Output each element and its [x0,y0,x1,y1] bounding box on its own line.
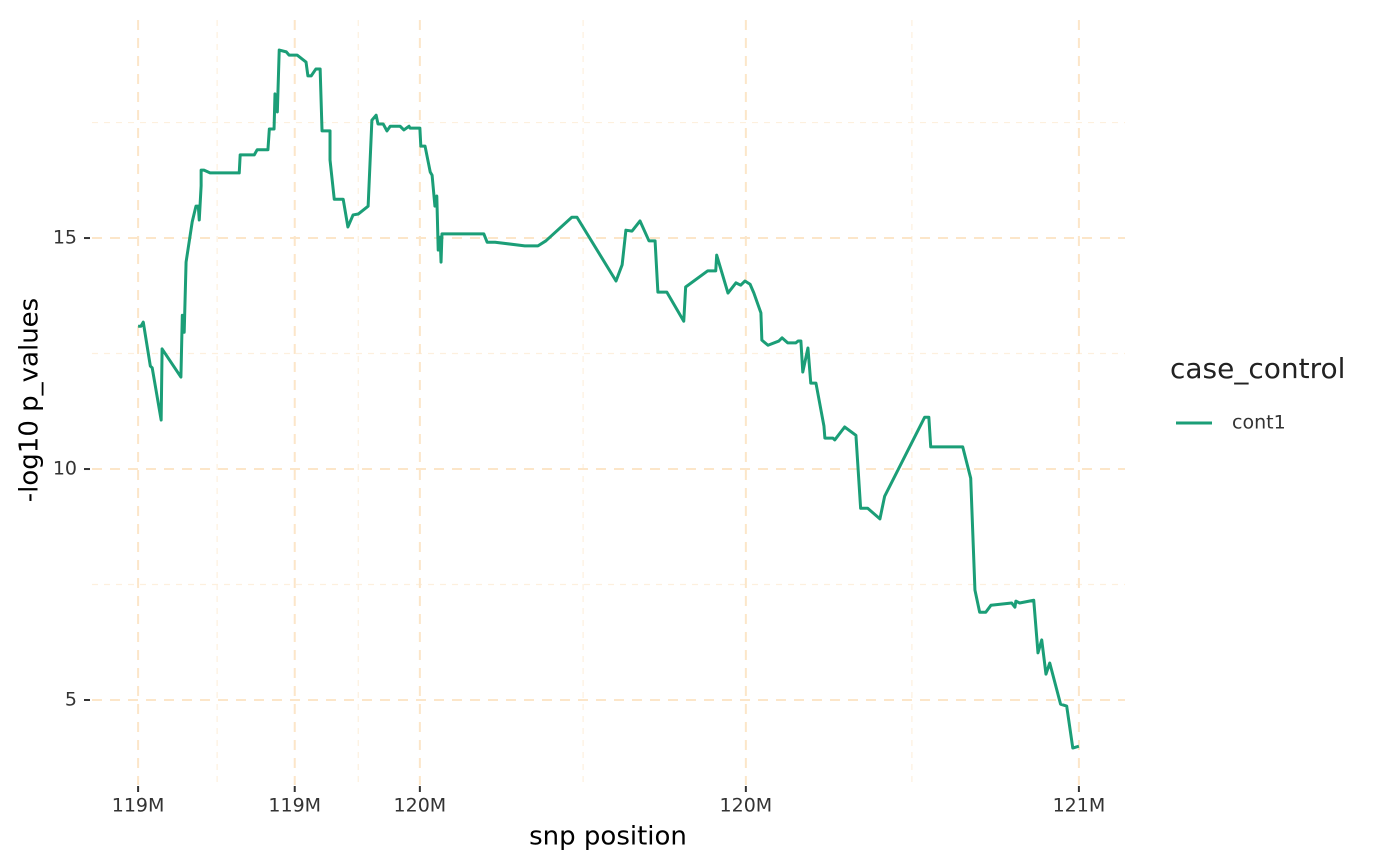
legend-title: case_control [1170,352,1345,385]
x-tick-label: 119M [112,795,165,817]
y-axis-title: -log10 p_values [15,298,45,502]
data-line [138,48,1080,750]
x-axis-title: snp position [529,822,687,852]
y-tick-label: 15 [53,227,77,249]
x-tick-label: 120M [394,795,447,817]
x-tick-label: 121M [1053,795,1106,817]
x-tick-label: 119M [268,795,321,817]
y-tick-label: 5 [65,689,77,711]
x-tick-label: 120M [720,795,773,817]
y-tick-label: 10 [53,458,77,480]
legend-label: cont1 [1232,412,1286,434]
